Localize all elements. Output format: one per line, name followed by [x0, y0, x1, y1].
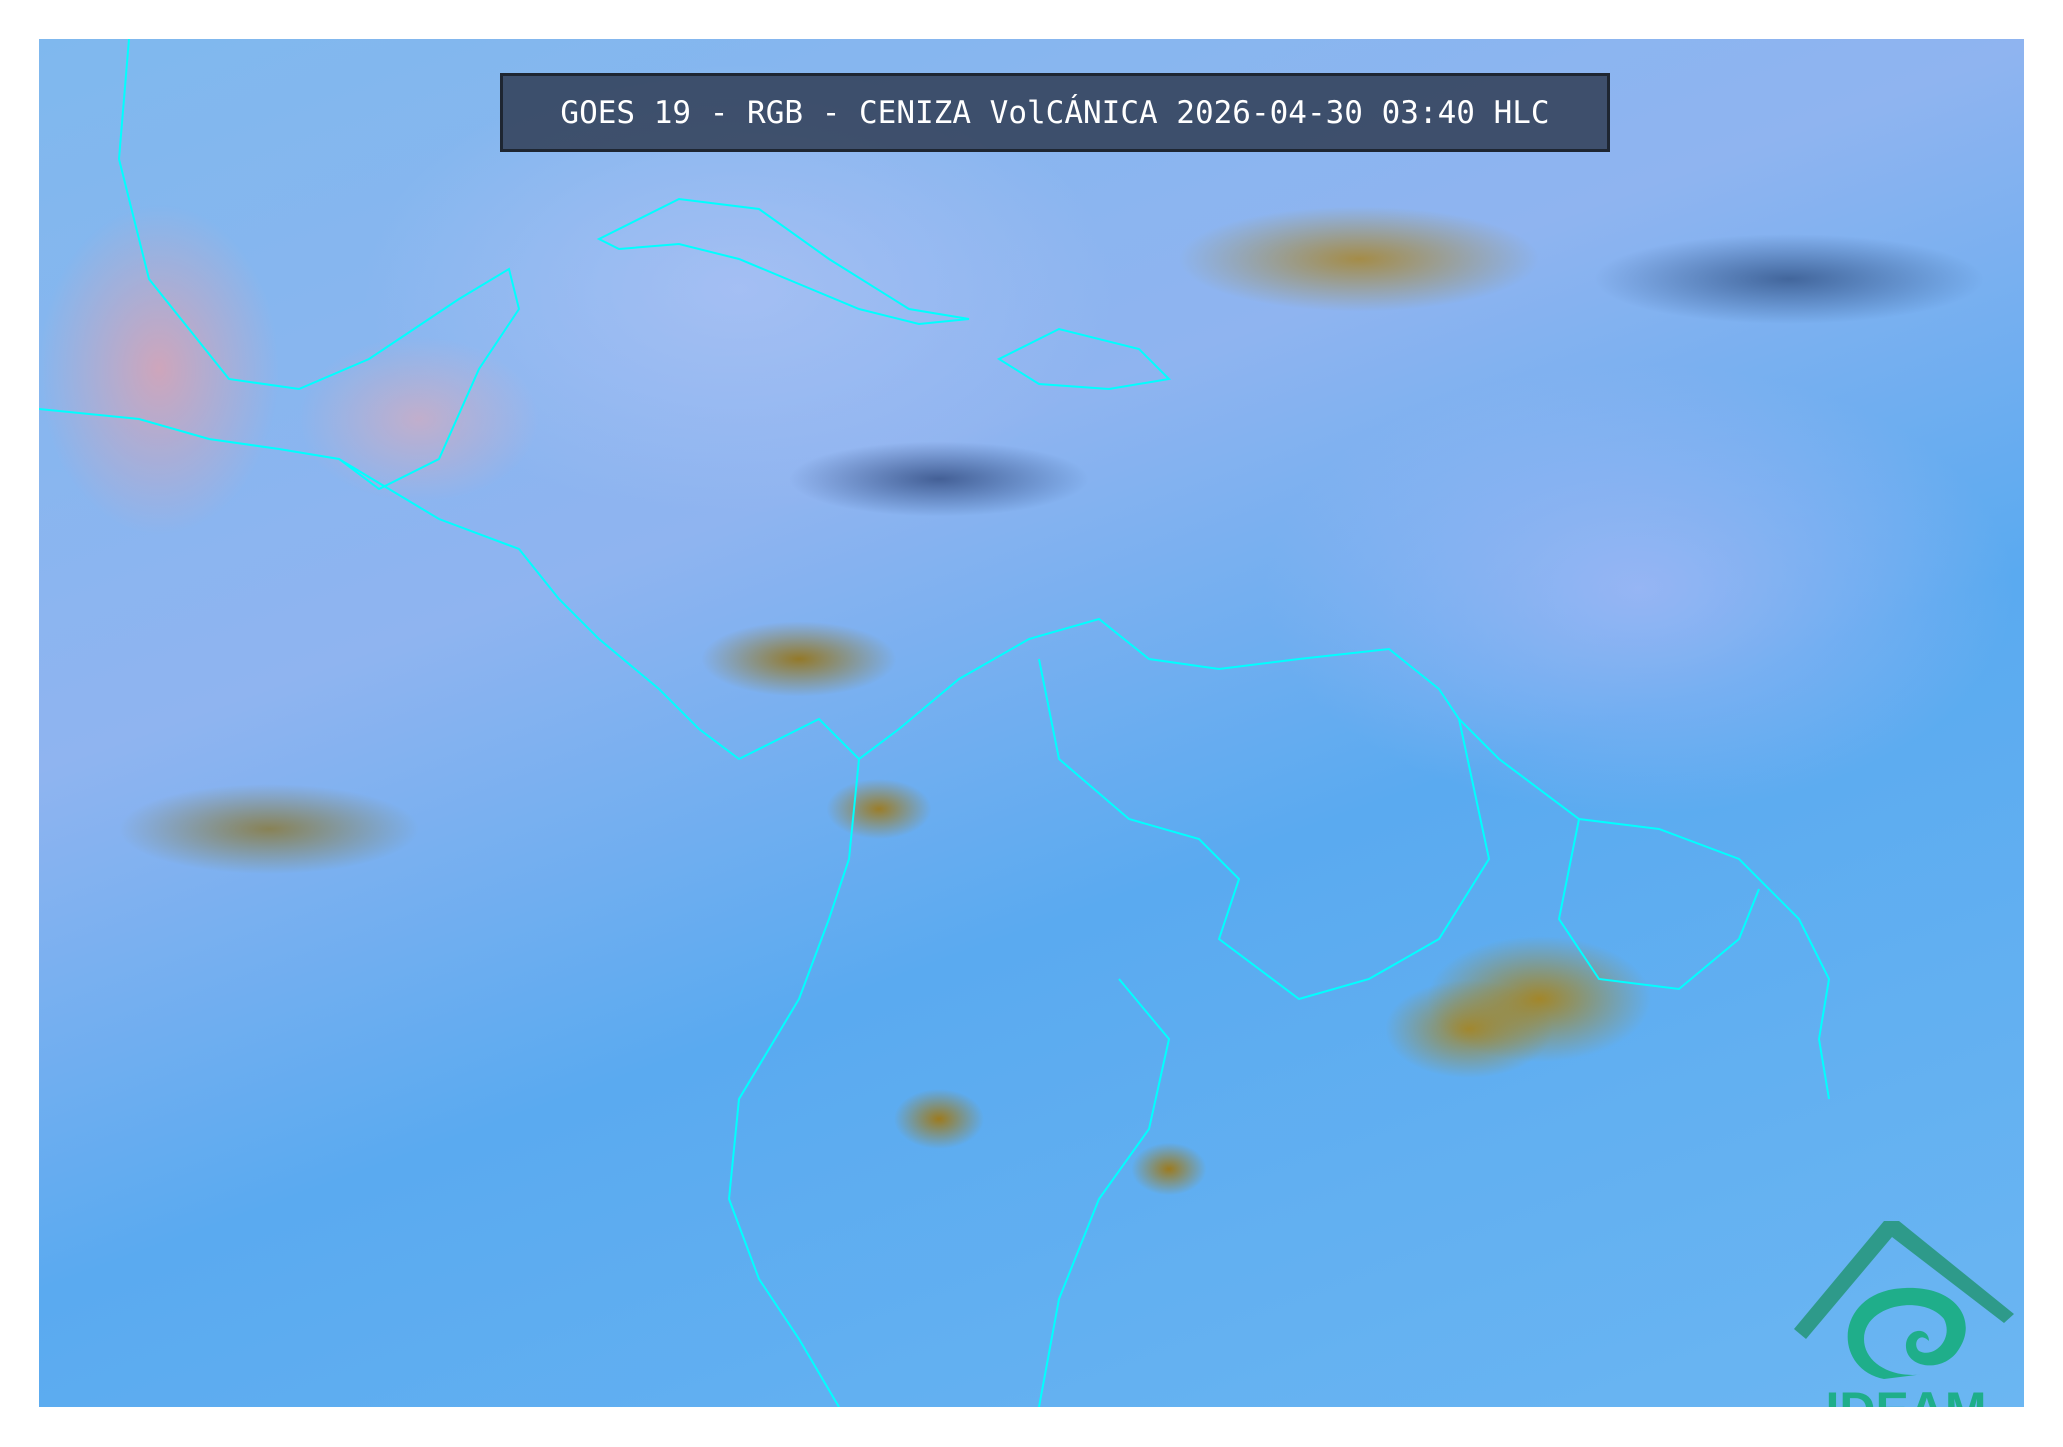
logo-roof — [1794, 1221, 2014, 1339]
country-borders — [39, 39, 1831, 1407]
coastline-central-america — [338, 458, 900, 761]
logo-text: IDEAM — [1825, 1382, 1986, 1407]
title-banner: GOES 19 - RGB - CENIZA VolCÁNICA 2026-04… — [500, 73, 1610, 152]
border-guianas — [1557, 818, 1760, 991]
border-venezuela — [1038, 658, 1491, 1001]
cuba-outline — [596, 197, 970, 326]
coastline-mexico — [39, 39, 521, 491]
satellite-image: IDEAM — [39, 39, 2024, 1407]
image-title: GOES 19 - RGB - CENIZA VolCÁNICA 2026-04… — [560, 94, 1550, 131]
border-brazil — [1038, 978, 1171, 1407]
coastline-south-america — [898, 617, 1831, 1100]
border-colombia — [727, 758, 860, 1407]
logo-spiral — [1847, 1287, 1966, 1379]
ideam-logo: IDEAM — [1794, 1221, 2014, 1407]
hispaniola-outline — [996, 327, 1172, 391]
